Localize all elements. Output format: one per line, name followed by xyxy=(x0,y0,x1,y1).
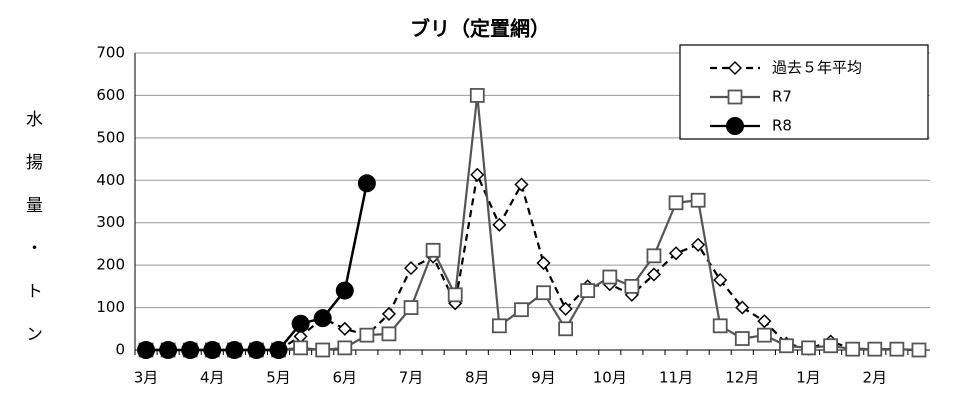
legend-marker xyxy=(727,60,743,76)
marker xyxy=(403,300,419,315)
x-tick-label: 1月 xyxy=(796,369,821,387)
x-tick-label: 11月 xyxy=(659,369,693,387)
marker xyxy=(646,267,662,282)
marker xyxy=(536,285,551,301)
y-tick-label: 300 xyxy=(96,213,125,231)
marker xyxy=(558,301,573,316)
marker xyxy=(514,177,529,192)
legend-marker xyxy=(727,89,743,105)
x-tick-label: 12月 xyxy=(725,369,759,387)
marker xyxy=(381,326,397,342)
y-tick-label: 500 xyxy=(96,128,125,146)
marker xyxy=(602,269,618,285)
marker xyxy=(357,174,376,193)
marker xyxy=(690,192,706,208)
marker xyxy=(403,261,419,276)
x-tick-label: 4月 xyxy=(200,369,225,387)
marker xyxy=(337,340,353,356)
marker xyxy=(734,331,750,346)
y-tick-label: 700 xyxy=(96,44,125,62)
marker xyxy=(580,283,596,299)
y-tick-label: 600 xyxy=(96,86,125,104)
marker xyxy=(293,340,309,356)
marker xyxy=(889,341,905,357)
series-line xyxy=(146,170,919,352)
legend-label: R7 xyxy=(772,88,792,106)
marker xyxy=(269,341,288,359)
marker xyxy=(823,338,839,354)
marker xyxy=(225,341,244,359)
marker xyxy=(291,314,310,333)
marker xyxy=(779,338,794,354)
series-line xyxy=(146,183,369,352)
marker xyxy=(911,342,927,358)
marker xyxy=(801,340,816,356)
x-tick-label: 6月 xyxy=(333,369,358,387)
marker xyxy=(735,300,750,315)
y-tick-label: 0 xyxy=(115,341,125,359)
x-tick-label: 9月 xyxy=(531,369,556,387)
legend-label: R8 xyxy=(772,117,792,135)
x-tick-label: 5月 xyxy=(266,369,291,387)
y-tick-label: 400 xyxy=(96,171,125,189)
marker xyxy=(203,341,222,359)
marker xyxy=(646,248,662,264)
marker xyxy=(181,341,200,359)
legend-label: 過去５年平均 xyxy=(772,59,862,77)
marker xyxy=(425,242,441,258)
marker xyxy=(712,318,728,334)
y-tick-label: 100 xyxy=(96,298,125,316)
marker xyxy=(691,237,706,252)
marker xyxy=(447,287,463,303)
marker xyxy=(514,302,529,318)
marker xyxy=(137,341,156,359)
x-tick-label: 8月 xyxy=(465,369,490,387)
legend-marker xyxy=(726,117,744,135)
marker xyxy=(469,88,485,103)
marker xyxy=(159,341,178,359)
marker xyxy=(337,321,352,336)
marker xyxy=(756,327,772,343)
marker xyxy=(381,306,397,321)
marker xyxy=(624,278,640,294)
marker xyxy=(491,318,507,334)
marker xyxy=(867,341,883,357)
x-tick-label: 10月 xyxy=(593,369,627,387)
marker xyxy=(470,167,485,182)
marker xyxy=(359,327,375,343)
marker xyxy=(335,281,354,300)
marker xyxy=(668,246,684,261)
y-tick-label: 200 xyxy=(96,256,125,274)
marker xyxy=(713,272,728,288)
marker xyxy=(845,341,861,357)
marker xyxy=(247,341,266,359)
marker xyxy=(492,217,507,232)
marker xyxy=(536,255,551,271)
marker xyxy=(668,195,684,211)
x-tick-label: 7月 xyxy=(399,369,424,387)
x-tick-label: 2月 xyxy=(863,369,888,387)
chart-title: ブリ（定置網） xyxy=(410,17,550,41)
x-tick-label: 3月 xyxy=(134,369,159,387)
marker xyxy=(757,314,772,329)
marker xyxy=(315,342,331,358)
y-axis-label: 水揚量・トン xyxy=(22,110,42,368)
legend-box xyxy=(679,44,929,140)
marker xyxy=(313,309,332,328)
marker xyxy=(558,321,574,337)
legend: 過去５年平均 R7 R8 xyxy=(679,44,929,140)
